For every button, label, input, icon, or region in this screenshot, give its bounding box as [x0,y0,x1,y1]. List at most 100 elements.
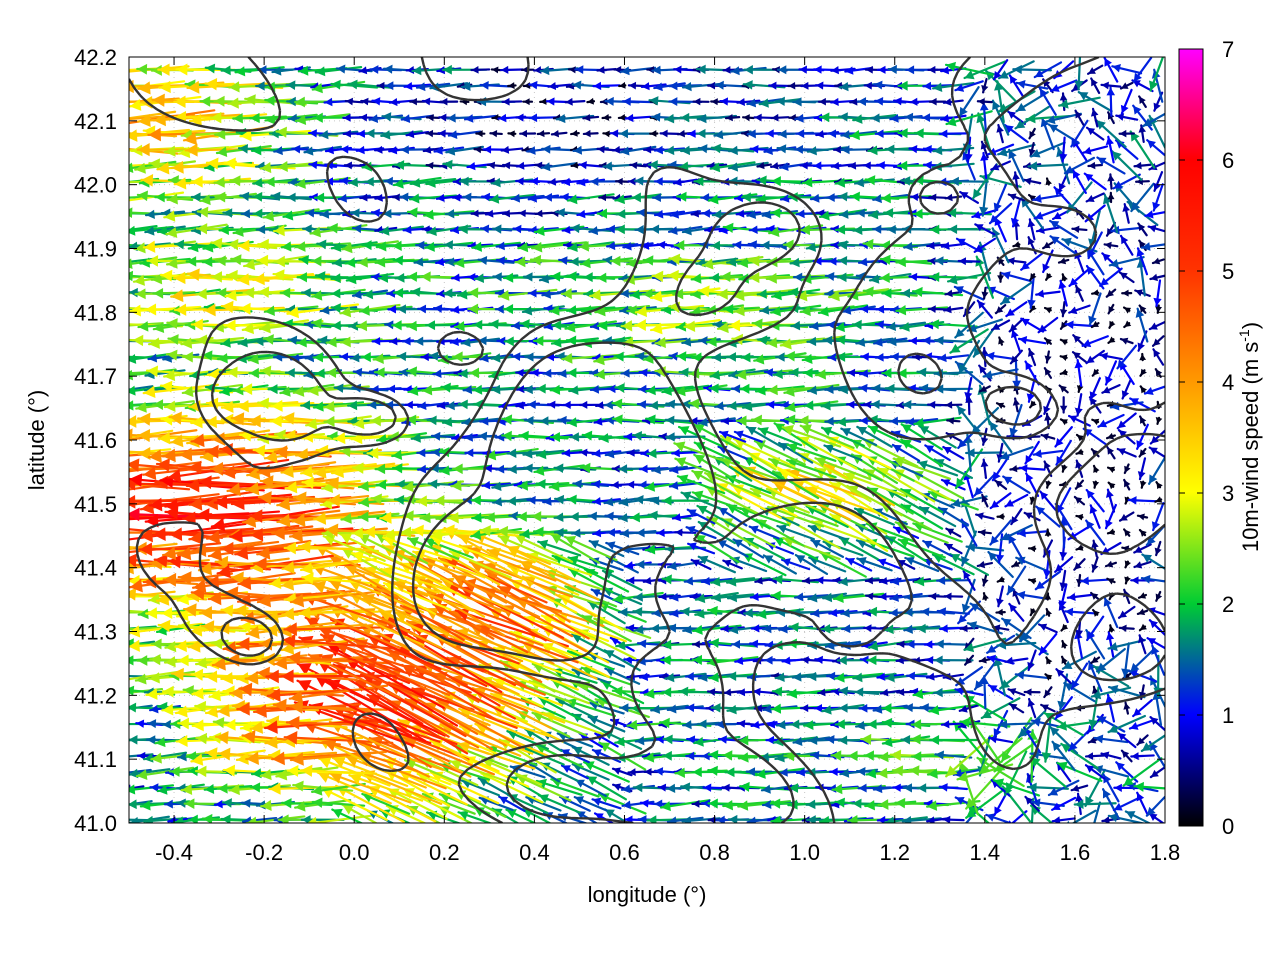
wind-vector [1057,257,1070,265]
wind-vector [1148,320,1165,331]
x-tick-label: 0.6 [609,840,640,865]
wind-vector [927,305,948,313]
wind-vector [589,557,624,572]
wind-vector [1123,478,1131,491]
wind-vector [1055,668,1073,685]
wind-vector [456,289,504,300]
wind-vector [1029,756,1067,788]
wind-vector [1008,602,1025,622]
wind-vector [1100,751,1122,760]
wind-vector [659,799,711,812]
wind-vector [1084,752,1106,760]
wind-vector [693,735,741,747]
wind-vector [1155,416,1163,425]
wind-vector [1113,783,1141,792]
wind-vector [1107,714,1146,734]
wind-vector [1059,354,1068,362]
wind-vector [1093,734,1129,744]
wind-vector [1122,202,1131,224]
wind-vector [1014,670,1050,680]
wind-vector [408,193,458,204]
wind-vector [560,764,589,780]
wind-vector [289,750,388,766]
colorbar-label-main: 10m-wind speed (m s [1238,342,1263,552]
wind-vector [305,814,372,823]
x-tick-label: 1.8 [1150,840,1181,865]
wind-vector [973,661,996,691]
wind-vector [1040,433,1056,441]
wind-vector [288,684,389,704]
wind-vector [470,65,491,74]
y-tick-label: 41.1 [74,747,117,772]
wind-vector [1029,400,1037,409]
wind-vector [539,98,548,105]
wind-vector [466,161,495,171]
wind-vector [457,810,493,823]
wind-vector [722,800,775,811]
colorbar-label-end: ) [1238,322,1263,329]
wind-vector [1138,528,1147,537]
wind-vector [818,815,867,823]
wind-vector [1059,396,1068,414]
wind-vector [1044,350,1052,364]
wind-vector [283,622,394,636]
wind-vector [1107,303,1115,315]
wind-vector [573,796,608,812]
wind-vector [299,764,378,777]
wind-vector [981,574,989,587]
wind-vector [1038,632,1058,656]
wind-vector [852,672,897,683]
wind-vector [1058,384,1069,394]
wind-vector [479,80,513,90]
wind-vector [1123,701,1131,715]
wind-vector [724,113,741,122]
wind-vector [1074,358,1083,387]
wind-vector [1154,540,1162,557]
wind-vector [571,633,611,655]
wind-vector [135,766,195,780]
wind-vector [1134,289,1151,297]
wind-vector [934,639,973,649]
wind-vector [933,384,973,394]
wind-vector [425,161,441,170]
wind-vector [1141,553,1165,571]
x-tick-label: 1.6 [1060,840,1091,865]
wind-vector [1045,607,1053,617]
wind-vector [129,65,190,73]
wind-vector [490,66,502,74]
wind-vector [1149,765,1165,779]
wind-vector [739,781,790,792]
wind-vector [617,114,627,121]
wind-vector [1123,320,1132,329]
wind-vector [1108,320,1116,329]
wind-vector [659,129,680,138]
wind-vector [1081,335,1109,348]
y-tick-label: 41.7 [74,364,117,389]
wind-vector [1091,418,1100,426]
wind-vector [1120,88,1133,115]
wind-vector [1098,352,1123,361]
wind-vector [498,795,526,813]
y-tick-label: 42.2 [74,45,117,70]
wind-vector [1043,686,1053,699]
wind-vector [597,793,647,815]
wind-vector [1012,397,1020,413]
wind-vector [697,417,736,427]
wind-vector [1132,699,1153,718]
wind-vector [582,129,599,138]
wind-vector [1136,513,1149,521]
wind-vector [1059,338,1068,346]
wind-vector [1124,560,1132,569]
wind-vector [996,576,1005,583]
wind-vector [997,719,1035,729]
wind-vector [621,97,655,106]
wind-vector [1118,271,1135,284]
y-tick-label: 41.3 [74,620,117,645]
wind-vector [1006,110,1026,126]
wind-vector [1117,605,1136,619]
wind-vector [636,208,672,218]
wind-vector [1061,639,1068,649]
wind-vector [1103,241,1119,249]
wind-vector [1087,660,1103,692]
